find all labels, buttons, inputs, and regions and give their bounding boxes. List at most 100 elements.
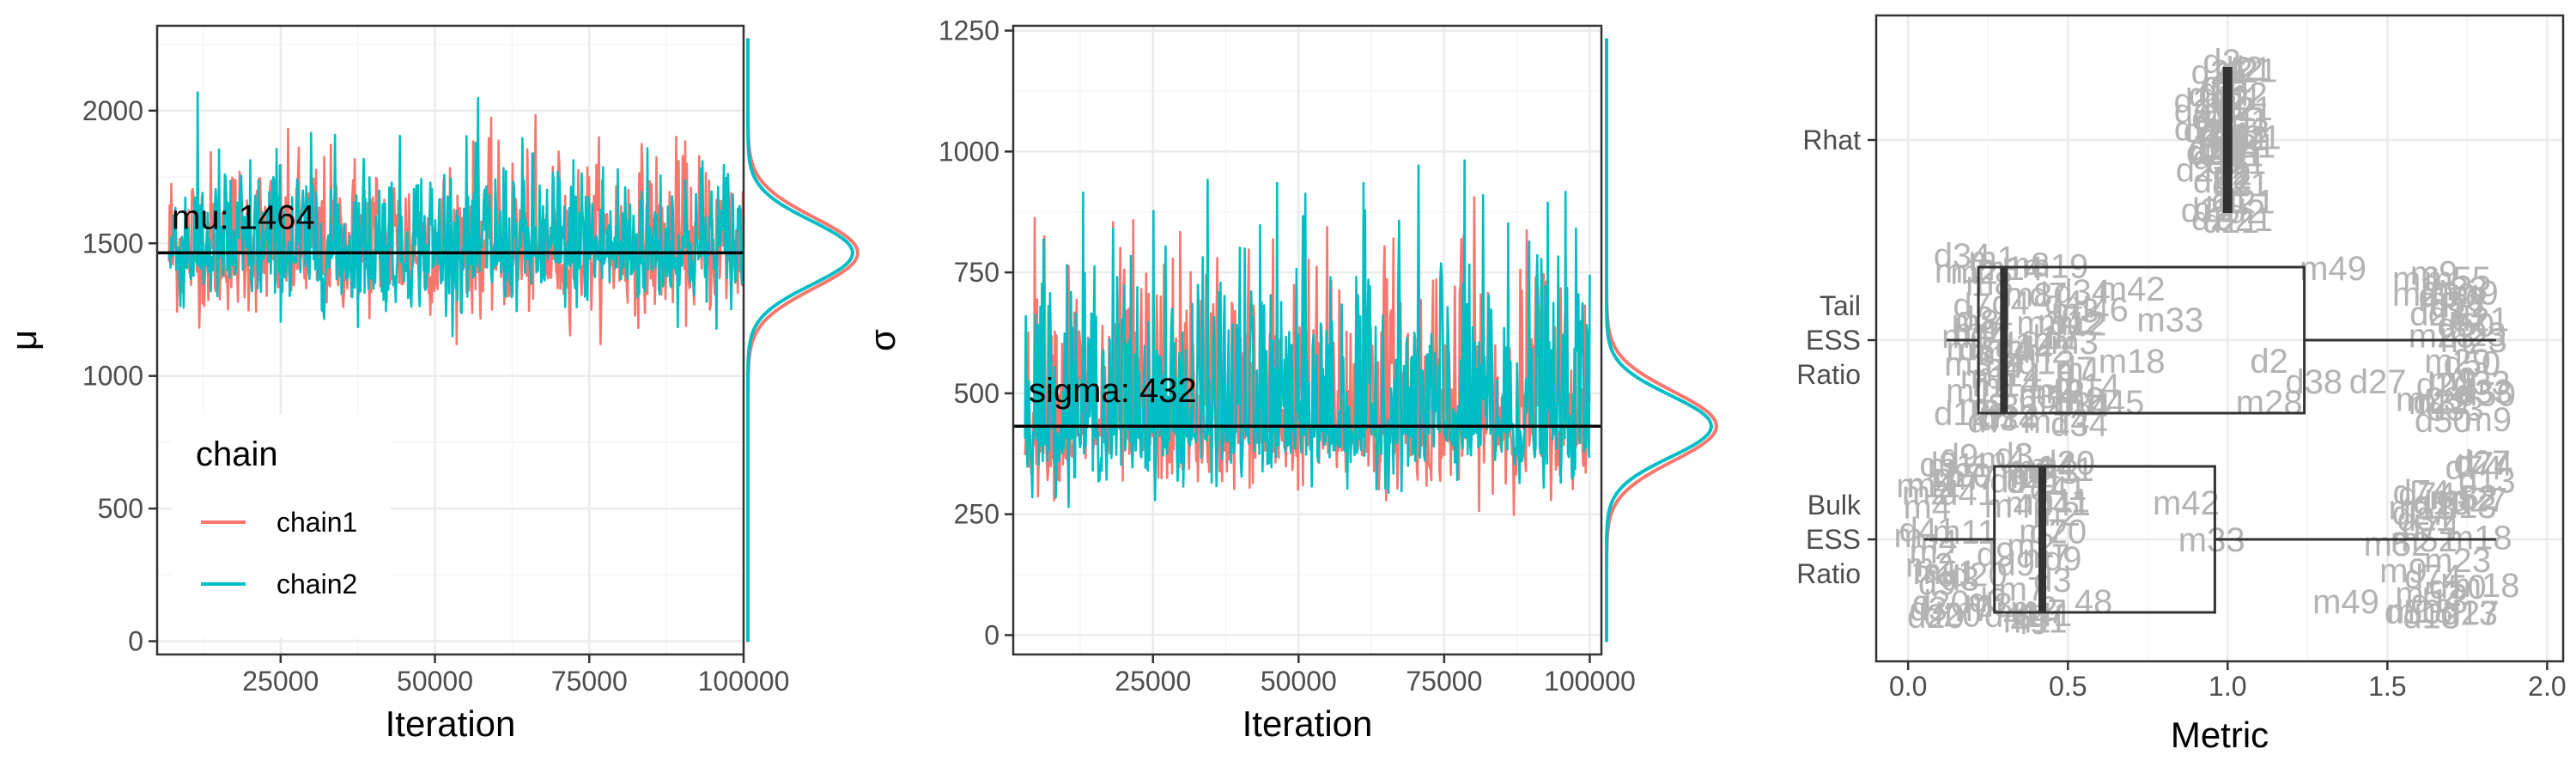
ess-high-label-cloud: d50m23d21m9d33d50m23d21m9d33d50m23d21m9d… (2392, 254, 2516, 440)
ess-point-label: m3 (1946, 330, 1994, 368)
ess-point-label: d33 (2453, 365, 2511, 403)
ess-point-label: d12 (2050, 306, 2107, 344)
box-bulk-ess-ratio (1923, 465, 2496, 614)
ess-point-label: d33 (2427, 391, 2484, 429)
ess-point-label: m4 (1907, 466, 1955, 504)
ess-point-label: m52 (2395, 575, 2462, 613)
ess-point-label: d7 (1978, 400, 2016, 438)
rhat-point-label: d1 (2214, 116, 2252, 154)
marginal-density-chain1 (1605, 38, 1719, 642)
trace-line-chain2 (1024, 159, 1591, 508)
legend-title: chain (196, 435, 278, 473)
rhat-point-label: d21 (2174, 93, 2232, 131)
ess-point-label: d9 (1990, 463, 2028, 501)
ess-point-label: d74 (2393, 474, 2451, 512)
ess-point-label: d21 (2431, 288, 2488, 326)
point-label: m52 (2364, 526, 2431, 563)
ess-point-label: d74 (2456, 446, 2513, 484)
ess-point-label: d41 (2006, 463, 2063, 501)
box-body (1993, 465, 2216, 614)
ess-point-label: d9 (1941, 438, 1979, 476)
ess-point-label: d3 (1909, 590, 1947, 628)
ess-label-cloud: m1m2d4d7m14d12m3d34m8m1m2d4d7m14d12m3d34… (1934, 237, 2120, 444)
ess-point-label: m8 (2005, 276, 2053, 313)
box-tail-ess-ratio (1946, 265, 2496, 415)
ess-point-label: d34 (2019, 378, 2076, 416)
ess-point-label: m11 (2026, 482, 2090, 520)
ess-point-label: d3 (1919, 447, 1958, 484)
marginal-density-chain1 (746, 38, 860, 642)
ess-point-label: d3 (1996, 437, 2034, 475)
y-tick-label: 1000 (82, 361, 143, 392)
rhat-point-label: d1 (2214, 63, 2252, 100)
ess-point-label: m2 (2035, 374, 2083, 411)
diagnostics-panel: d21d1d2d21d1d2d21d1d2d21d1d2d21d1d2d21d1… (1796, 14, 2567, 755)
ess-point-label: m52 (2429, 480, 2496, 518)
rhat-point-label: d1 (2232, 102, 2270, 140)
ess-point-label: m9 (2464, 401, 2512, 439)
ess-point-label: m3 (2016, 305, 2064, 343)
y-tick-label: 2000 (82, 95, 143, 126)
ess-point-label: m4 (1984, 487, 2032, 525)
ess-point-label: m23 (2409, 317, 2476, 355)
x-axis-title: Iteration (386, 703, 516, 744)
x-tick-label: 50000 (397, 666, 473, 697)
ess-point-label: d13 (2403, 599, 2460, 636)
point-label: m42 (2019, 374, 2086, 411)
point-label: d46 (2071, 291, 2129, 329)
ess-point-label: m9 (2451, 274, 2499, 312)
ess-point-label: m14 (2023, 403, 2090, 441)
ess-point-label: m1 (1960, 358, 2008, 396)
ess-point-label: m1 (2038, 303, 2086, 341)
ess-point-label: d20 (2038, 444, 2095, 482)
ess-point-label: m4 (1978, 441, 2026, 478)
point-label: d31 (2397, 501, 2455, 539)
point-label: d38 (2285, 363, 2342, 401)
ess-point-label: d13 (2458, 463, 2516, 501)
legend-label-chain1: chain1 (276, 507, 357, 538)
trace-line-chain2 (167, 91, 745, 338)
ess-point-label: m3 (1944, 345, 1992, 383)
rhat-point-label: d1 (2189, 76, 2227, 114)
point-label: m4 (2006, 449, 2054, 487)
x-tick-label: 2.0 (2528, 671, 2566, 702)
rhat-point-label: d21 (2174, 110, 2232, 148)
ess-point-label: d4 (1991, 284, 2030, 322)
y-tick-label: 1500 (82, 228, 143, 259)
y-category-label: Ratio (1796, 359, 1861, 390)
panel-border (155, 24, 745, 656)
ess-point-label: m23 (2421, 271, 2488, 308)
mean-annotation: mu: 1464 (172, 198, 315, 236)
ess-point-label: d50 (2437, 307, 2494, 344)
ess-point-label: m2 (2056, 305, 2104, 343)
ess-point-label: d20 (1912, 584, 1970, 622)
y-axis-title: μ (3, 330, 44, 350)
ess-point-label: d27 (2392, 495, 2450, 533)
ess-point-label: d74 (2402, 509, 2459, 547)
point-label: d27 (2349, 363, 2407, 401)
panel-border (1874, 14, 2565, 663)
y-tick-label: 500 (954, 378, 999, 409)
point-label: m55 (2424, 260, 2491, 298)
point-label: d50 (2429, 569, 2487, 606)
point-label: m33 (2136, 301, 2203, 339)
y-category-label: Rhat (1802, 125, 1861, 155)
rhat-point-label: d21 (2224, 119, 2281, 156)
rhat-point-label: d21 (2213, 119, 2270, 156)
y-category-label: Bulk (1807, 490, 1862, 520)
ess-point-label: m11 (2003, 603, 2068, 641)
ess-point-label: d7 (2029, 276, 2068, 313)
y-category-label: Ratio (1796, 558, 1861, 589)
y-tick-label: 750 (954, 257, 999, 288)
y-tick-label: 1250 (939, 15, 999, 46)
point-label: m18 (2099, 343, 2166, 380)
rhat-point-label: d21 (2188, 130, 2245, 167)
ess-point-label: d20 (1950, 556, 2008, 593)
rhat-point-label: d21 (2191, 53, 2249, 91)
ess-point-label: m2 (2009, 458, 2057, 496)
rhat-point-label: d2 (2184, 112, 2222, 149)
ess-point-label: m8 (2002, 246, 2050, 283)
ess-point-label: m14 (1941, 318, 2008, 356)
ess-point-label: d34 (1934, 237, 1991, 275)
ess-point-label: d27 (2442, 594, 2500, 632)
